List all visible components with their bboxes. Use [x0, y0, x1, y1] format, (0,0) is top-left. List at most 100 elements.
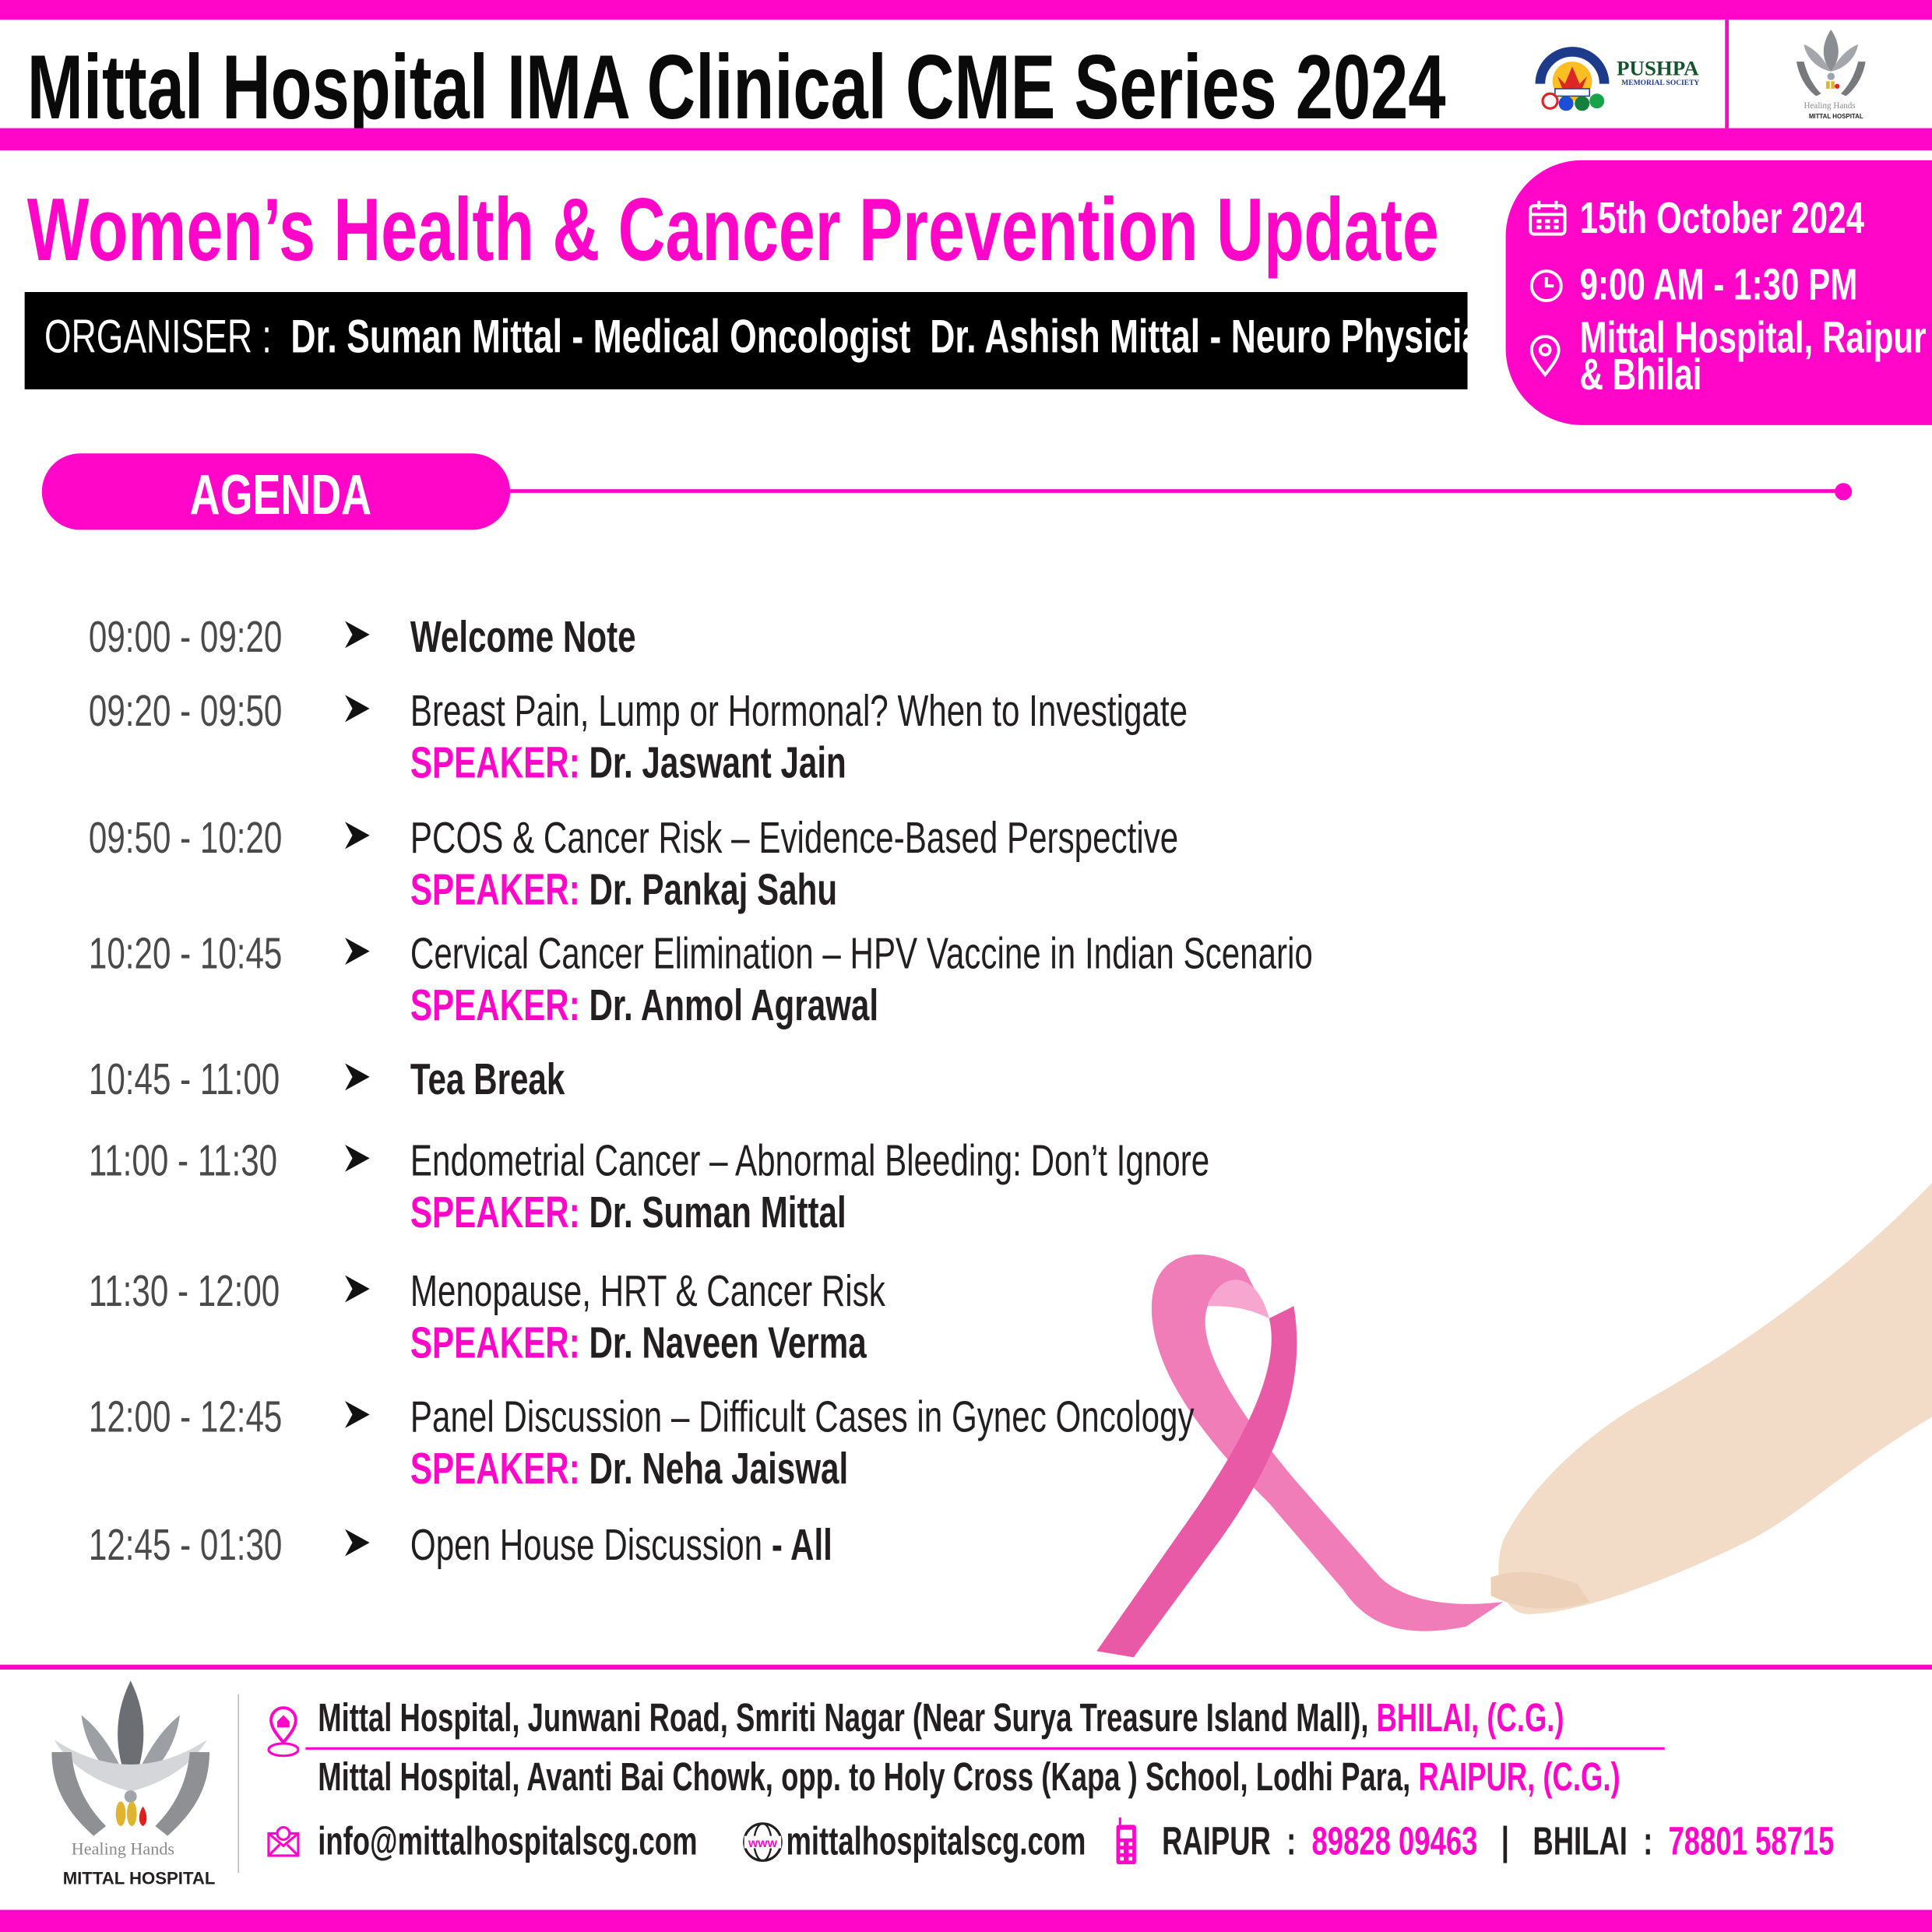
logo-name: MITTAL HOSPITAL — [1808, 113, 1863, 121]
agenda-topic: Panel Discussion – Difficult Cases in Gy… — [410, 1391, 1195, 1442]
agenda-time: 09:00 - 09:20 — [88, 611, 283, 662]
website-text[interactable]: mittalhospitalscg.com — [786, 1818, 1086, 1863]
chevron-right-icon — [345, 1144, 370, 1172]
subtitle-text: Women’s Health & Cancer Prevention Updat… — [26, 181, 1439, 280]
raipur-label: RAIPUR : — [1162, 1818, 1297, 1863]
svg-text:www: www — [748, 1837, 778, 1850]
pushpa-emblem-icon — [1535, 47, 1610, 111]
speaker-label: SPEAKER: — [410, 737, 580, 788]
agenda-topic: Open House Discussion - All — [410, 1519, 832, 1570]
speaker-name: Dr. Jaswant Jain — [589, 737, 846, 788]
agenda-topic: Welcome Note — [410, 611, 636, 662]
speaker-label: SPEAKER: — [410, 979, 580, 1030]
chevron-right-icon — [345, 1401, 370, 1428]
footer-logo-tagline: Healing Hands — [71, 1840, 175, 1860]
bhilai-phone[interactable]: 78801 58715 — [1668, 1818, 1835, 1863]
footer-logo-name: MITTAL HOSPITAL — [62, 1867, 216, 1888]
logo-tagline: Healing Hands — [1804, 100, 1856, 111]
organiser-names: Dr. Suman Mittal - Medical Oncologist Dr… — [290, 311, 1503, 364]
header-bottom-bar — [0, 128, 1932, 151]
address-bhilai-city: BHILAI, (C.G.) — [1376, 1695, 1564, 1740]
raipur-phone[interactable]: 89828 09463 — [1311, 1818, 1478, 1863]
page-title: Mittal Hospital IMA Clinical CME Series … — [27, 34, 1449, 139]
venue-line1: Mittal Hospital, Raipur — [1579, 311, 1927, 363]
address-pin-icon — [267, 1706, 300, 1758]
agenda-topic: Tea Break — [410, 1053, 565, 1104]
location-pin-icon — [1529, 335, 1561, 378]
pushpa-logo: PUSHPA MEMORIAL SOCIETY — [1533, 40, 1717, 114]
agenda-speaker: SPEAKER: Dr. Anmol Agrawal — [410, 980, 881, 1031]
speaker-name: Dr. Anmol Agrawal — [589, 979, 879, 1030]
speaker-label: SPEAKER: — [410, 1442, 580, 1494]
address-bhilai-text: Mittal Hospital, Junwani Road, Smriti Na… — [318, 1695, 1377, 1740]
agenda-time: 09:20 - 09:50 — [88, 684, 283, 736]
phone-icon — [1116, 1817, 1136, 1865]
address-raipur-text: Mittal Hospital, Avanti Bai Chowk, opp. … — [318, 1754, 1419, 1800]
phone-separator: | — [1501, 1818, 1509, 1863]
address-bhilai: Mittal Hospital, Junwani Road, Smriti Na… — [318, 1695, 1567, 1741]
logo-divider — [1725, 19, 1729, 128]
agenda-time: 12:00 - 12:45 — [88, 1391, 283, 1442]
lotus-hands-icon — [1796, 29, 1866, 97]
title-text: Mittal Hospital IMA Clinical CME Series … — [26, 35, 1446, 139]
speaker-name: Dr. Suman Mittal — [589, 1186, 846, 1237]
agenda-topic: Menopause, HRT & Cancer Risk — [410, 1265, 885, 1316]
agenda-divider-dot — [1835, 483, 1853, 501]
footer-mittal-logo: Healing Hands MITTAL HOSPITAL — [44, 1678, 217, 1900]
chevron-right-icon — [345, 1529, 370, 1557]
agenda-topic: PCOS & Cancer Risk – Evidence-Based Pers… — [410, 811, 1179, 863]
venue-line2: & Bhilai — [1579, 348, 1702, 399]
address-divider — [305, 1747, 1665, 1750]
chevron-right-icon — [345, 1063, 370, 1091]
bottom-bar — [0, 1909, 1932, 1932]
agenda-speaker: SPEAKER: Dr. Neha Jaiswal — [410, 1443, 851, 1494]
event-time: 9:00 AM - 1:30 PM — [1579, 259, 1858, 310]
address-raipur-city: RAIPUR, (C.G.) — [1418, 1754, 1621, 1800]
address-raipur: Mittal Hospital, Avanti Bai Chowk, opp. … — [318, 1754, 1623, 1800]
agenda-time: 10:20 - 10:45 — [88, 927, 283, 979]
agenda-speaker: SPEAKER: Dr. Jaswant Jain — [410, 737, 849, 788]
chevron-right-icon — [345, 938, 370, 965]
agenda-topic: Breast Pain, Lump or Hormonal? When to I… — [410, 684, 1188, 736]
globe-www-icon: www — [743, 1822, 783, 1862]
agenda-speaker: SPEAKER: Dr. Pankaj Sahu — [410, 864, 840, 915]
speaker-label: SPEAKER: — [410, 864, 580, 915]
agenda-time: 11:00 - 11:30 — [88, 1135, 278, 1186]
speaker-label: SPEAKER: — [410, 1317, 580, 1368]
agenda-heading-text: AGENDA — [189, 462, 372, 526]
email-link[interactable]: info@mittalhospitalscg.com — [318, 1818, 700, 1864]
organiser-box: ORGANISER : Dr. Suman Mittal - Medical O… — [24, 292, 1502, 390]
lotus-hands-icon — [51, 1680, 209, 1836]
event-info-panel: 15th October 2024 9:00 AM - 1:30 PM Mitt… — [1505, 160, 1932, 425]
calendar-icon — [1529, 200, 1567, 236]
agenda-heading: AGENDA — [41, 453, 511, 530]
event-date: 15th October 2024 — [1579, 192, 1864, 243]
clock-icon — [1529, 269, 1563, 303]
chevron-right-icon — [345, 822, 370, 850]
pushpa-sub: MEMORIAL SOCIETY — [1621, 79, 1700, 88]
pushpa-name: PUSHPA — [1616, 56, 1699, 80]
agenda-speaker: SPEAKER: Dr. Naveen Verma — [410, 1317, 870, 1368]
speaker-name: Dr. Naveen Verma — [589, 1317, 867, 1368]
top-bar — [0, 0, 1932, 20]
agenda-time: 10:45 - 11:00 — [88, 1053, 280, 1104]
chevron-right-icon — [345, 695, 370, 723]
agenda-divider — [510, 489, 1844, 493]
chevron-right-icon — [345, 621, 370, 649]
speaker-name: Dr. Pankaj Sahu — [589, 864, 838, 915]
website-link[interactable]: mittalhospitalscg.com — [787, 1818, 1089, 1864]
organiser-line: ORGANISER : Dr. Suman Mittal - Medical O… — [44, 311, 1502, 364]
footer-logo-divider — [238, 1694, 239, 1874]
agenda-time: 09:50 - 10:20 — [88, 811, 283, 863]
agenda-topic: Cervical Cancer Elimination – HPV Vaccin… — [410, 927, 1313, 979]
email-text[interactable]: info@mittalhospitalscg.com — [318, 1818, 698, 1863]
event-subtitle: Women’s Health & Cancer Prevention Updat… — [27, 180, 1441, 281]
email-icon — [267, 1825, 300, 1857]
speaker-label: SPEAKER: — [410, 1186, 580, 1237]
speaker-name: Dr. Neha Jaiswal — [589, 1442, 849, 1494]
agenda-time: 12:45 - 01:30 — [88, 1519, 283, 1570]
agenda-time: 11:30 - 12:00 — [88, 1265, 280, 1316]
phone-numbers: RAIPUR : 89828 09463 | BHILAI : 78801 58… — [1162, 1818, 1837, 1864]
chevron-right-icon — [345, 1275, 370, 1303]
